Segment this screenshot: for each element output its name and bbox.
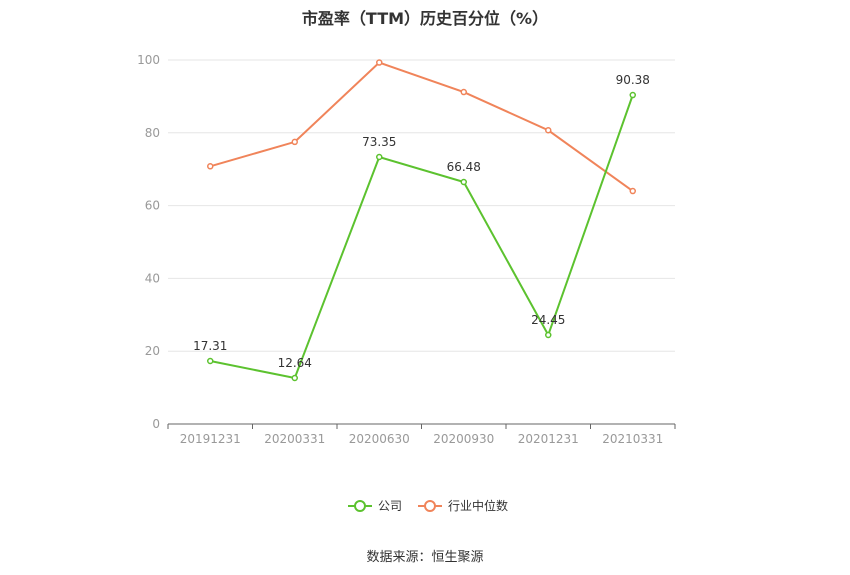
- data-point: [545, 127, 552, 134]
- x-tick-label: 20201231: [518, 432, 579, 446]
- legend-marker: [424, 500, 436, 512]
- series-0: 17.31 12.64 73.35 66.48 24.45 90.38: [193, 73, 650, 382]
- legend-label: 行业中位数: [448, 498, 508, 513]
- legend-item-1: 行业中位数: [418, 498, 508, 513]
- data-label: 12.64: [278, 356, 312, 370]
- data-point: [376, 153, 383, 161]
- series-1: [207, 59, 636, 195]
- data-point: [376, 59, 383, 66]
- series-group: 17.31 12.64 73.35 66.48 24.45 90.38: [193, 59, 650, 382]
- data-point: [460, 178, 467, 186]
- data-label: 73.35: [362, 135, 396, 149]
- data-source: 数据来源：恒生聚源: [366, 550, 484, 565]
- x-tick-label: 20200630: [349, 432, 410, 446]
- y-tick-label: 60: [145, 199, 160, 213]
- data-label: 24.45: [531, 313, 565, 327]
- data-point: [460, 88, 467, 96]
- series-line: [210, 94, 634, 380]
- legend-item-0: 公司: [348, 499, 402, 513]
- data-label: 66.48: [447, 160, 481, 174]
- x-tick-label: 20191231: [180, 432, 241, 446]
- grid-lines: [168, 59, 675, 352]
- data-point: [629, 187, 636, 195]
- data-point: [291, 138, 298, 146]
- data-point: [207, 163, 214, 170]
- x-tick-label: 20200331: [264, 432, 325, 446]
- chart-title: 市盈率（TTM）历史百分位（%）: [301, 9, 549, 28]
- x-tick-label: 20200930: [433, 432, 494, 446]
- legend: 公司 行业中位数: [348, 498, 508, 513]
- legend-marker: [354, 500, 366, 512]
- y-tick-label: 0: [152, 417, 160, 431]
- x-tick-label: 20210331: [602, 432, 663, 446]
- data-point: [629, 91, 636, 99]
- x-axis: 20191231 20200331 20200630 20200930 20201231…: [167, 423, 676, 446]
- data-point: [545, 331, 552, 339]
- data-point: [291, 374, 298, 382]
- y-tick-label: 20: [145, 344, 160, 358]
- y-tick-label: 100: [137, 53, 160, 67]
- data-label: 90.38: [616, 73, 650, 87]
- y-tick-label: 40: [145, 271, 160, 285]
- data-label: 17.31: [193, 339, 227, 353]
- y-tick-label: 80: [145, 126, 160, 140]
- data-point: [207, 357, 214, 365]
- y-axis: 0 20 40 60 80 100: [137, 53, 160, 431]
- series-line: [209, 61, 634, 192]
- legend-label: 公司: [378, 499, 402, 513]
